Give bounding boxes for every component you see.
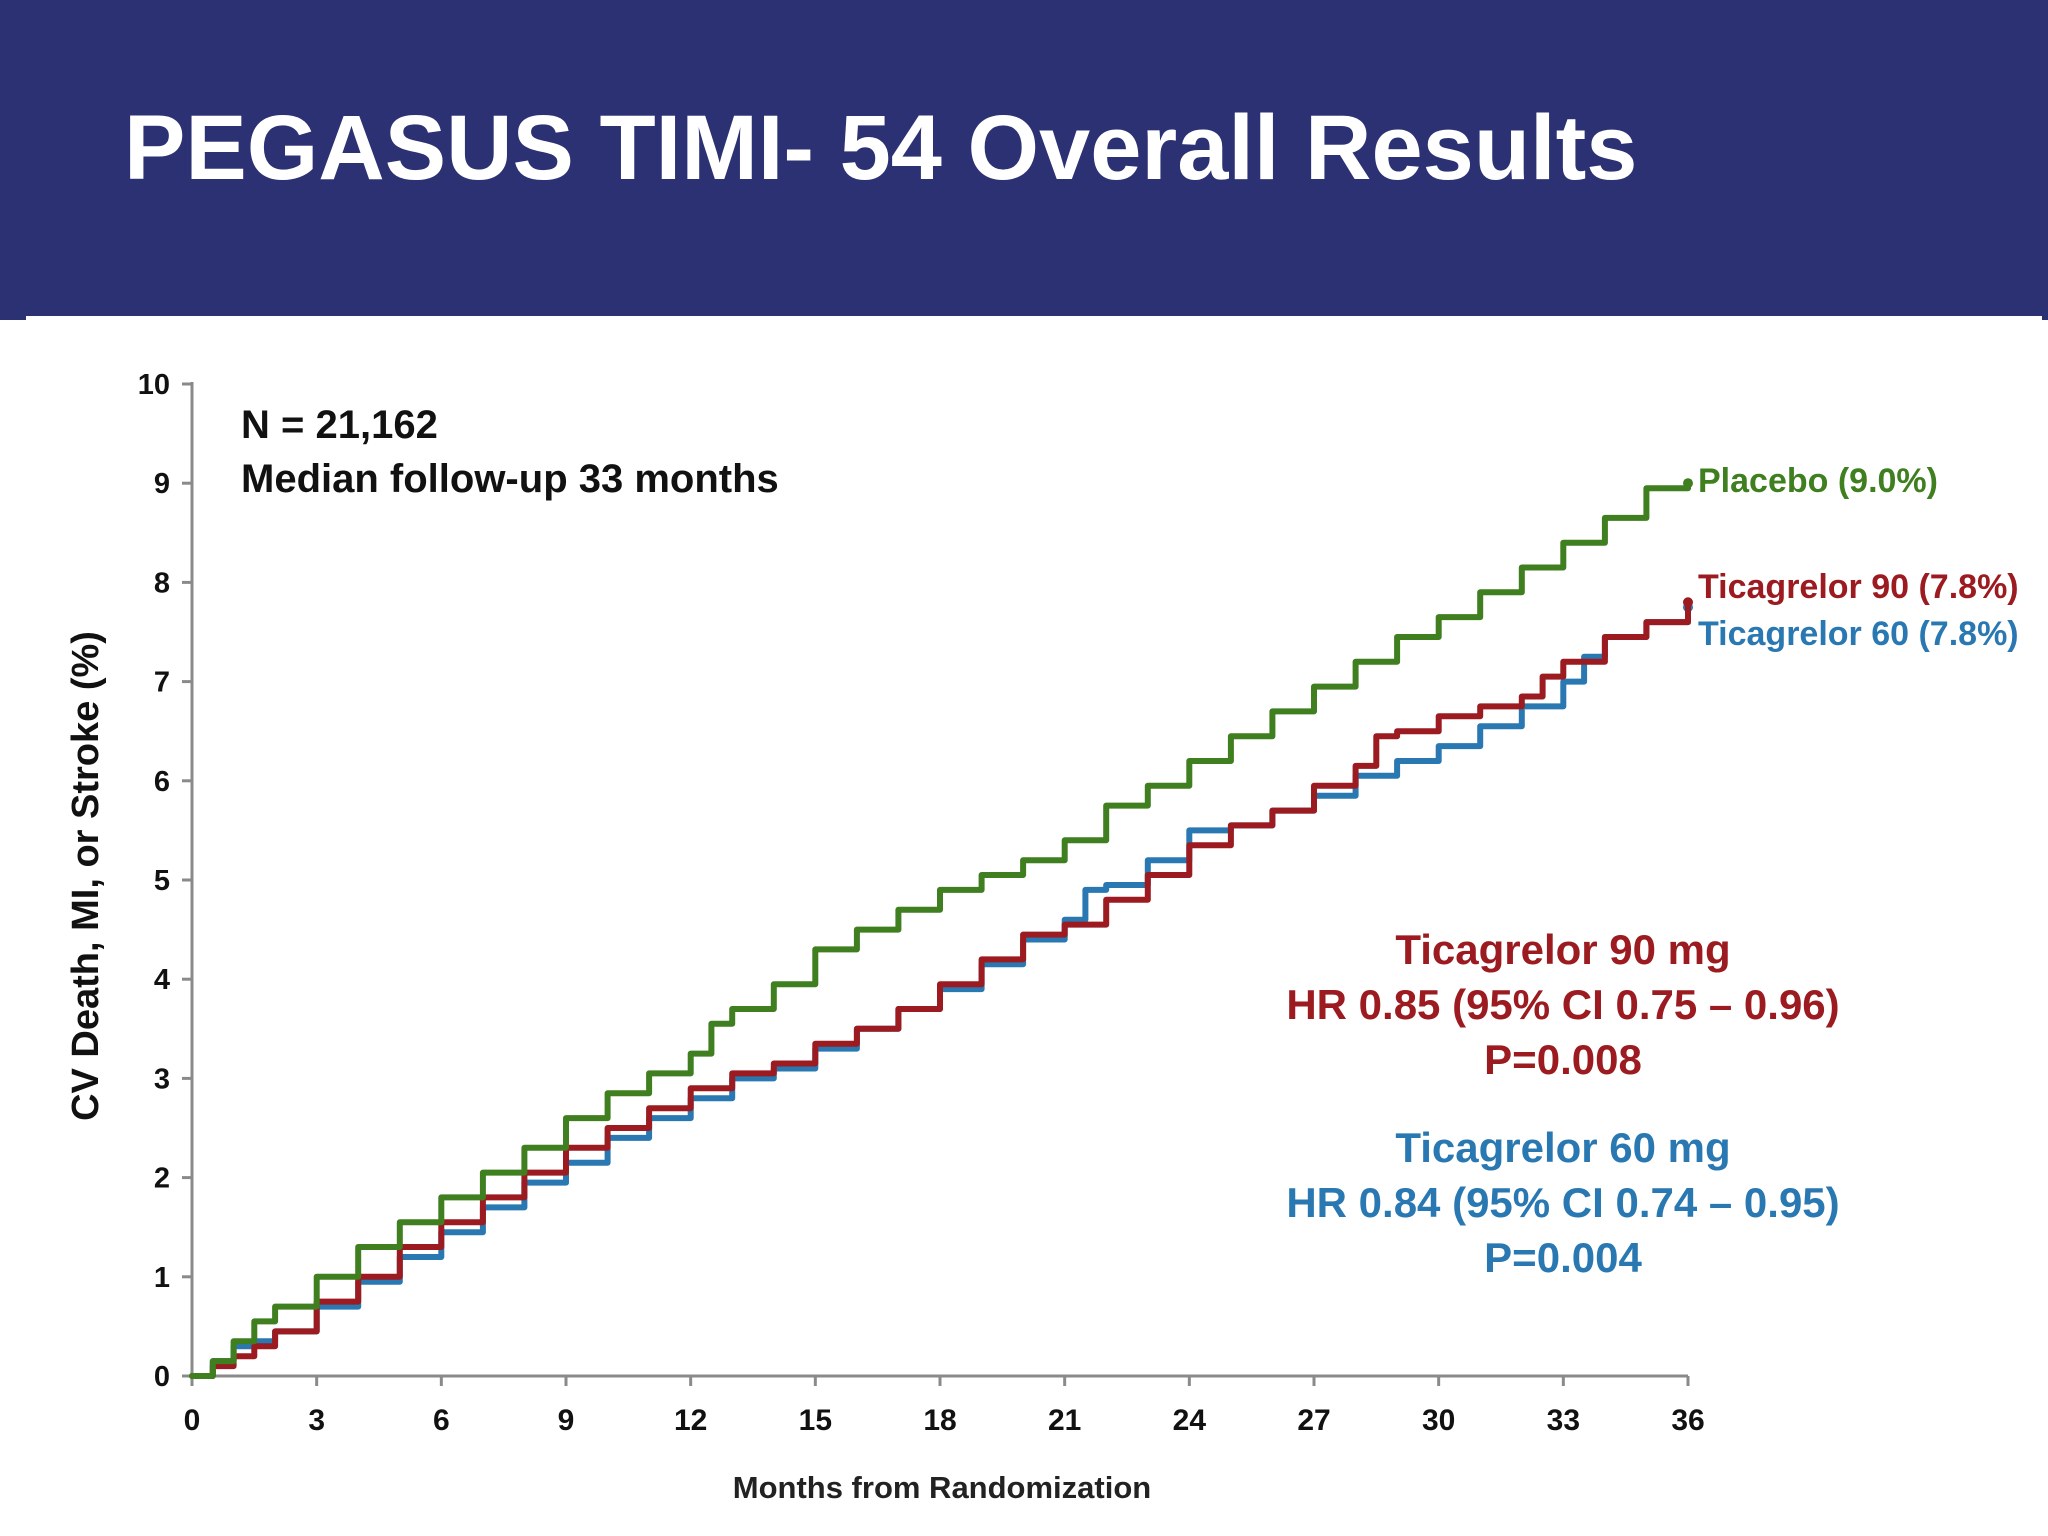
series-label-ticagrelor-60: Ticagrelor 60 (7.8%): [1698, 615, 2019, 653]
y-tick-label: 7: [154, 667, 170, 699]
x-tick-label: 27: [1297, 1404, 1330, 1437]
y-tick-label: 3: [154, 1063, 170, 1095]
x-tick-label: 9: [558, 1404, 575, 1437]
x-tick-label: 24: [1173, 1404, 1207, 1437]
x-axis-label: Months from Randomization: [733, 1470, 1151, 1505]
x-tick-label: 33: [1547, 1404, 1580, 1437]
n-label: N = 21,162: [241, 403, 438, 447]
y-tick-label: 10: [138, 369, 170, 401]
x-tick-label: 6: [433, 1404, 450, 1437]
y-tick-label: 6: [154, 766, 170, 798]
y-tick-label: 8: [154, 567, 170, 599]
x-tick-label: 15: [799, 1404, 832, 1437]
series-label-ticagrelor-90: Ticagrelor 90 (7.8%): [1698, 568, 2019, 606]
placebo-line-endpoint: [1683, 478, 1693, 489]
y-tick-label: 9: [154, 468, 170, 500]
y-axis-label: CV Death, MI, or Stroke (%): [65, 631, 107, 1121]
x-tick-label: 21: [1048, 1404, 1081, 1437]
t60-hr: HR 0.84 (95% CI 0.74 – 0.95): [1286, 1179, 1839, 1226]
t90-title: Ticagrelor 90 mg: [1395, 926, 1730, 973]
y-tick-label: 1: [154, 1262, 170, 1294]
t60-title: Ticagrelor 60 mg: [1395, 1124, 1730, 1171]
banner-edge-left: [0, 316, 26, 320]
t60-p: P=0.004: [1484, 1234, 1642, 1281]
placebo-line: [189, 480, 1691, 1379]
chart-series-lines: [189, 478, 1693, 1379]
y-tick-label: 0: [154, 1361, 170, 1393]
y-tick-label: 2: [154, 1163, 170, 1195]
x-tick-label: 36: [1671, 1404, 1704, 1437]
ticagrelor-90-line: [189, 599, 1691, 1379]
x-tick-label: 3: [308, 1404, 325, 1437]
x-tick-label: 12: [674, 1404, 707, 1437]
followup-label: Median follow-up 33 months: [241, 457, 779, 501]
title-banner: PEGASUS TIMI- 54 Overall Results: [0, 0, 2048, 316]
x-tick-label: 0: [184, 1404, 201, 1437]
t90-p: P=0.008: [1484, 1036, 1642, 1083]
banner-edge-right: [2042, 316, 2048, 320]
ticagrelor-90-line-endpoint: [1683, 597, 1693, 608]
y-tick-label: 5: [154, 865, 170, 897]
t90-hr: HR 0.85 (95% CI 0.75 – 0.96): [1286, 981, 1839, 1028]
slide-title: PEGASUS TIMI- 54 Overall Results: [124, 97, 1638, 199]
series-label-placebo: Placebo (9.0%): [1698, 462, 1938, 500]
x-tick-label: 30: [1422, 1404, 1455, 1437]
y-tick-label: 4: [154, 964, 170, 996]
x-tick-label: 18: [923, 1404, 956, 1437]
